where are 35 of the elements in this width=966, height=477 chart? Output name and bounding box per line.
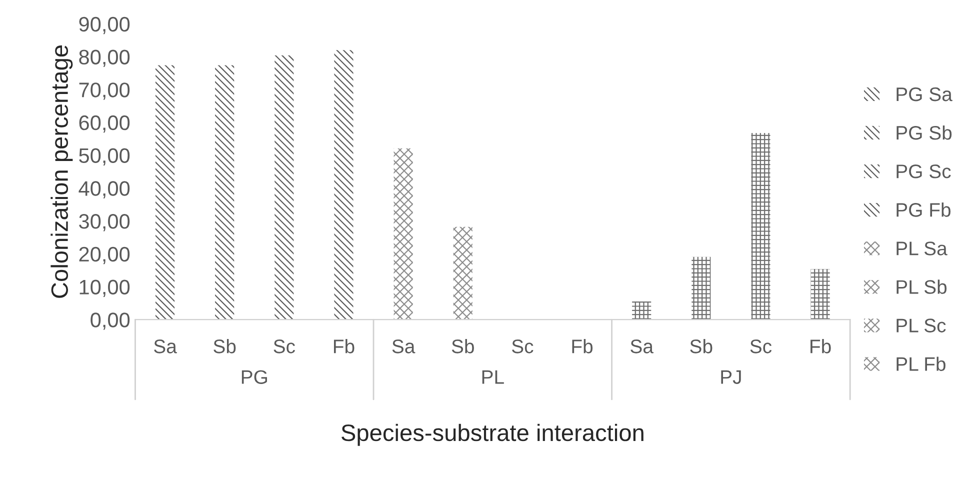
legend-label: PG Sa xyxy=(896,87,952,102)
y-tick-label: 90,00 xyxy=(79,16,130,34)
text: PL xyxy=(482,370,504,384)
legend-label: PL Fb xyxy=(896,356,946,371)
x-tick-label: Sb xyxy=(690,339,712,354)
y-tick-label: 70,00 xyxy=(79,82,130,100)
x-tick-label: Sb xyxy=(214,339,236,354)
legend-label: PG Sb xyxy=(896,125,952,140)
y-tick-label: 40,00 xyxy=(78,181,130,198)
text: PJ xyxy=(721,370,741,384)
x-tick-label: Sc xyxy=(512,340,534,354)
y-axis-title: Colonization percentage xyxy=(50,45,73,298)
y-tick-label: 50,00 xyxy=(79,148,130,166)
x-tick-label: Sc xyxy=(750,340,772,354)
legend-label: PL Sa xyxy=(896,242,948,256)
legend-label: PG Fb xyxy=(896,202,950,217)
x-tick-label: Sc xyxy=(274,340,295,354)
y-tick-label: 80,00 xyxy=(79,50,130,67)
legend-label: PL Sc xyxy=(896,318,946,332)
legend-label: PG Sc xyxy=(896,164,951,178)
x-axis-title: Species-substrate interaction xyxy=(342,424,644,446)
text: PG xyxy=(242,370,267,384)
x-tick-label: Fb xyxy=(334,339,354,354)
y-tick-label: 60,00 xyxy=(79,115,130,133)
y-tick-label: 0,00 xyxy=(90,312,130,330)
x-tick-label: Fb xyxy=(572,339,593,354)
x-tick-label: Sb xyxy=(452,339,474,354)
y-tick-label: 20,00 xyxy=(79,246,130,264)
y-tick-label: 10,00 xyxy=(80,280,130,297)
legend-label: PL Sb xyxy=(896,280,947,294)
x-tick-label: Sa xyxy=(630,340,654,354)
y-tick-label: 30,00 xyxy=(79,214,130,232)
x-tick-label: Sa xyxy=(392,340,416,354)
x-tick-label: Sa xyxy=(154,340,177,354)
x-tick-label: Fb xyxy=(810,339,831,354)
